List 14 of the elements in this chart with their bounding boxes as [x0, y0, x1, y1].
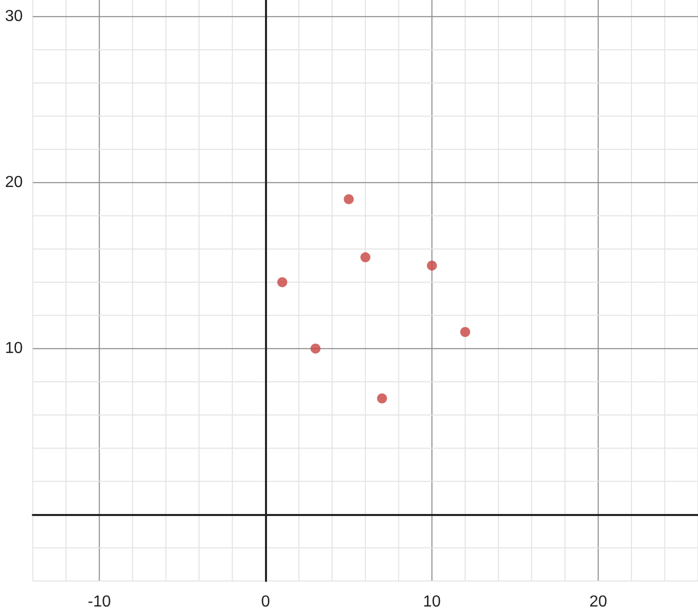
y-tick-label: 30 — [5, 8, 23, 26]
point — [360, 252, 370, 262]
y-tick-label: 10 — [5, 340, 23, 358]
x-tick-label: 20 — [589, 594, 608, 610]
point — [426, 260, 437, 271]
x-tick-label: -10 — [88, 594, 111, 610]
x-tick-label: 0 — [261, 594, 270, 610]
point — [460, 327, 470, 337]
point — [377, 393, 388, 404]
point — [277, 277, 288, 288]
x-tick-label: 10 — [423, 594, 441, 610]
point — [310, 344, 321, 354]
y-tick-label: 20 — [5, 174, 23, 192]
point — [344, 194, 354, 204]
